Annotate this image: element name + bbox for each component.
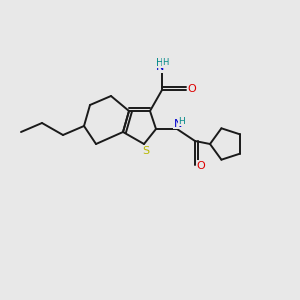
- Text: O: O: [188, 84, 196, 94]
- Text: N: N: [174, 118, 182, 129]
- Text: H: H: [178, 117, 185, 126]
- Text: H: H: [156, 58, 163, 68]
- Text: N: N: [155, 62, 164, 73]
- Text: H: H: [162, 58, 169, 67]
- Text: S: S: [142, 146, 149, 157]
- Text: O: O: [196, 160, 206, 171]
